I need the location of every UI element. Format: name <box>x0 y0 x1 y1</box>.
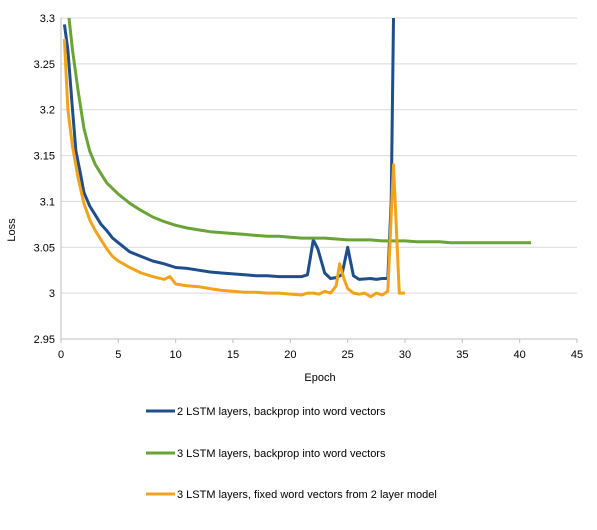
y-tick-label: 3.3 <box>40 13 55 25</box>
x-tick-label: 25 <box>342 349 354 361</box>
y-tick-label: 3 <box>49 288 55 300</box>
x-tick-label: 40 <box>514 349 526 361</box>
x-tick-label: 30 <box>399 349 411 361</box>
y-tick-label: 3.25 <box>34 59 55 71</box>
series-line-3 <box>62 39 405 299</box>
y-tick-label: 3.15 <box>34 151 55 163</box>
x-axis-label: Epoch <box>304 372 335 384</box>
legend-label-1: 2 LSTM layers, backprop into word vector… <box>177 406 386 418</box>
series-line-2 <box>67 17 532 245</box>
y-tick-label: 3.05 <box>34 242 55 254</box>
axes: 2.95 3 3.05 3.1 3.15 3.2 3.25 3.3 0 5 10 15 20 25 30 35… <box>34 13 584 361</box>
axis-labels: Epoch Loss <box>6 218 336 384</box>
grid-lines <box>61 17 577 294</box>
x-tick-label: 10 <box>170 349 182 361</box>
x-tick-label: 35 <box>456 349 468 361</box>
legend-label-2: 3 LSTM layers, backprop into word vector… <box>177 448 386 460</box>
y-tick-label: 3.1 <box>40 196 55 208</box>
y-tick-label: 2.95 <box>34 334 55 346</box>
x-tick-label: 15 <box>227 349 239 361</box>
series-line-1 <box>62 17 395 281</box>
x-tick-label: 5 <box>115 349 121 361</box>
x-tick-label: 0 <box>58 349 64 361</box>
x-tick-label: 45 <box>571 349 583 361</box>
legend-label-3: 3 LSTM layers, fixed word vectors from 2… <box>177 489 437 501</box>
series-lines <box>62 17 532 299</box>
x-tick-label: 20 <box>284 349 296 361</box>
y-tick-label: 3.2 <box>40 105 55 117</box>
y-axis-label: Loss <box>6 218 18 242</box>
legend: 2 LSTM layers, backprop into word vector… <box>146 406 437 501</box>
